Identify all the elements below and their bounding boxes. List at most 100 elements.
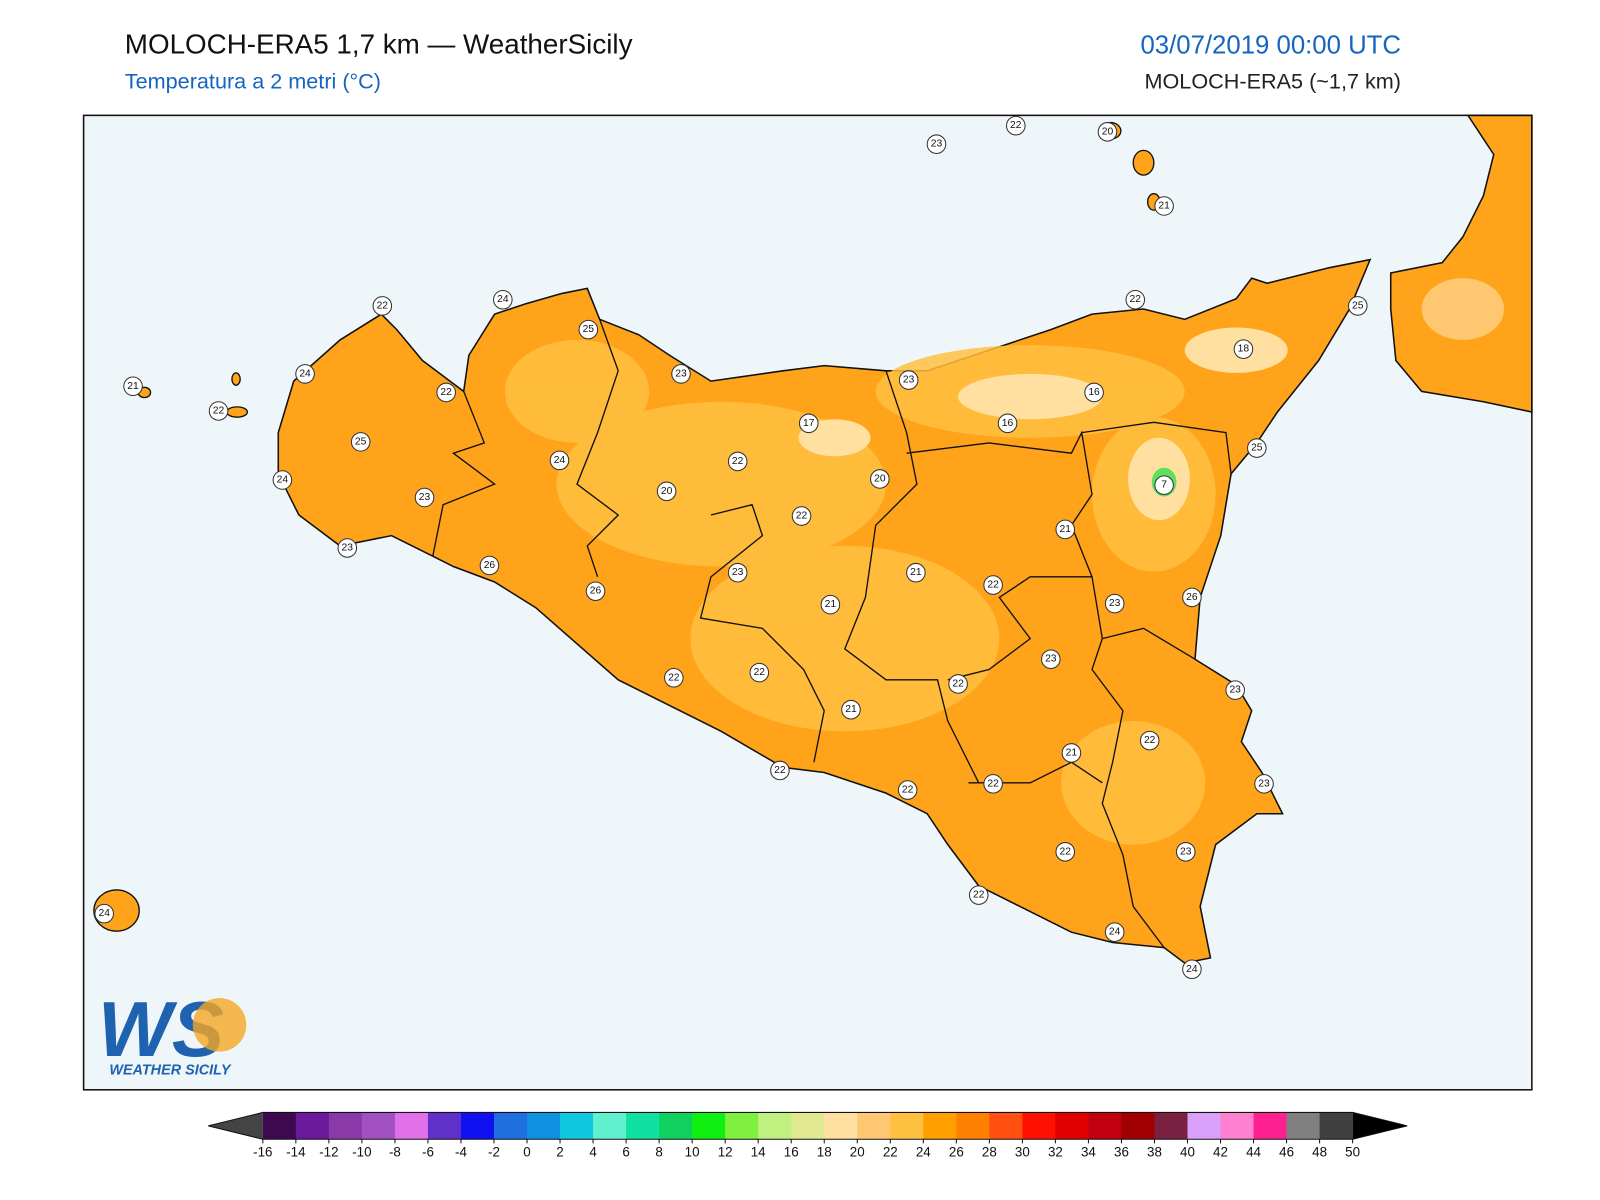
station-value: 26 bbox=[484, 560, 496, 571]
station-value: 22 bbox=[440, 387, 452, 398]
colorbar-tick-label: 48 bbox=[1312, 1145, 1327, 1160]
colorbar-over bbox=[1352, 1112, 1408, 1140]
station-value: 16 bbox=[1002, 418, 1014, 429]
station-marker bbox=[948, 674, 968, 694]
colorbar-tick-label: 22 bbox=[883, 1145, 898, 1160]
station: 24 bbox=[94, 903, 114, 924]
colorbar-tick-label: 42 bbox=[1213, 1145, 1228, 1160]
station-marker bbox=[1104, 922, 1125, 942]
colorbar-bin bbox=[659, 1112, 693, 1140]
logo: WS WEATHER SICILY bbox=[98, 985, 247, 1078]
station: 16 bbox=[1084, 382, 1104, 403]
colorbar-tick-label: 46 bbox=[1279, 1145, 1294, 1160]
colorbar-bin bbox=[1154, 1112, 1189, 1140]
station: 25 bbox=[1247, 438, 1267, 458]
colorbar-under bbox=[208, 1112, 263, 1140]
station-marker bbox=[578, 319, 599, 340]
colorbar-tick-label: -10 bbox=[352, 1145, 371, 1160]
station-value: 24 bbox=[1186, 964, 1198, 975]
station: 22 bbox=[749, 662, 770, 683]
colorbar-bin bbox=[1088, 1112, 1122, 1140]
station: 23 bbox=[1175, 842, 1196, 862]
map-frame bbox=[82, 114, 1533, 1091]
station-value: 26 bbox=[1186, 592, 1198, 603]
station-marker bbox=[1139, 730, 1160, 751]
colorbar-tick-label: 12 bbox=[718, 1145, 733, 1160]
station-marker bbox=[1055, 842, 1076, 862]
colorbar-bin bbox=[1286, 1112, 1321, 1140]
station-value: 23 bbox=[342, 542, 354, 553]
station-value: 24 bbox=[98, 908, 110, 919]
station-marker bbox=[1006, 115, 1026, 136]
station-value: 22 bbox=[668, 672, 680, 683]
station-value: 22 bbox=[973, 890, 985, 901]
station-marker bbox=[479, 555, 500, 576]
colorbar-tick-label: -6 bbox=[422, 1145, 434, 1160]
station: 23 bbox=[1041, 649, 1061, 670]
station: 25 bbox=[1347, 296, 1368, 316]
station: 24 bbox=[493, 289, 513, 310]
station-marker bbox=[906, 562, 926, 583]
station-marker bbox=[664, 667, 684, 688]
station-value: 25 bbox=[355, 436, 367, 447]
calabria-hills bbox=[1421, 278, 1505, 340]
colorbar-bin bbox=[1022, 1112, 1056, 1140]
station-value: 23 bbox=[1258, 778, 1270, 789]
colorbar-tick-label: 40 bbox=[1180, 1145, 1195, 1160]
colorbar-outline bbox=[208, 1111, 1408, 1140]
station-marker bbox=[1182, 587, 1202, 608]
colorbar-bin bbox=[328, 1112, 363, 1140]
colorbar-tick-label: -14 bbox=[286, 1145, 306, 1160]
colorbar-bin bbox=[725, 1112, 759, 1140]
station: 22 bbox=[664, 667, 684, 688]
station-value: 20 bbox=[874, 473, 886, 484]
colorbar-bin bbox=[593, 1112, 627, 1140]
station-value: 22 bbox=[732, 456, 744, 467]
station-marker bbox=[1175, 842, 1196, 862]
station-marker bbox=[350, 432, 371, 452]
station: 21 bbox=[1154, 196, 1174, 216]
station-value: 21 bbox=[1066, 747, 1078, 758]
cool-areas bbox=[798, 327, 1288, 521]
station: 20 bbox=[656, 481, 677, 502]
station: 24 bbox=[295, 364, 315, 384]
station: 22 bbox=[208, 401, 229, 421]
station: 22 bbox=[1139, 730, 1160, 751]
station-value: 20 bbox=[661, 486, 673, 497]
station-marker bbox=[983, 774, 1003, 794]
station-marker bbox=[770, 760, 790, 781]
station-marker bbox=[926, 134, 947, 154]
station: 18 bbox=[1233, 339, 1254, 359]
colorbar-bin bbox=[626, 1112, 660, 1140]
colorbar-bin bbox=[460, 1112, 495, 1140]
station-marker bbox=[1347, 296, 1368, 316]
station: 22 bbox=[897, 780, 918, 800]
station: 22 bbox=[372, 296, 393, 316]
station-value: 24 bbox=[299, 368, 311, 379]
station-value: 22 bbox=[1060, 846, 1072, 857]
station-value: 24 bbox=[277, 475, 289, 486]
colorbar-tick-label: -12 bbox=[319, 1145, 338, 1160]
station: 23 bbox=[1254, 774, 1274, 794]
station-value: 22 bbox=[1130, 294, 1142, 305]
colorbar-tick-label: 4 bbox=[589, 1145, 597, 1160]
station-marker bbox=[671, 364, 691, 384]
colorbar-bin bbox=[758, 1112, 792, 1140]
station-marker bbox=[1061, 743, 1082, 763]
station-value: 22 bbox=[987, 580, 999, 591]
colorbar-bin bbox=[361, 1112, 396, 1140]
colorbar-tick-label: -16 bbox=[253, 1145, 272, 1160]
colorbar-tick-label: 38 bbox=[1147, 1145, 1162, 1160]
station-marker bbox=[208, 401, 229, 421]
title: MOLOCH-ERA5 1,7 km — WeatherSicily bbox=[125, 29, 633, 60]
colorbar-tick-label: 34 bbox=[1081, 1145, 1096, 1160]
colorbar-bin bbox=[989, 1112, 1023, 1140]
station: 22 bbox=[983, 575, 1003, 595]
station-marker bbox=[1084, 382, 1104, 403]
station-value: 22 bbox=[213, 405, 225, 416]
station-marker bbox=[337, 538, 358, 558]
station-value: 23 bbox=[419, 492, 431, 503]
station-marker bbox=[1233, 339, 1254, 359]
colorbar-tick-label: -2 bbox=[488, 1145, 500, 1160]
